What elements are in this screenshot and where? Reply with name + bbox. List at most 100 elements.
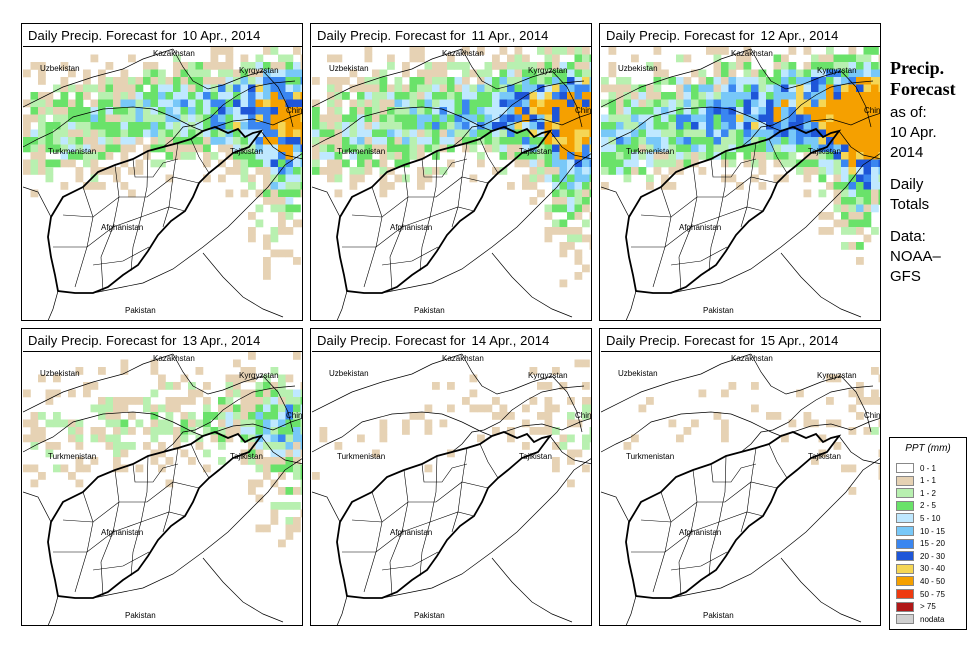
country-border [336, 595, 348, 625]
precip-map[interactable]: Kazakhstan Uzbekistan Kyrgyzstan China Turkm… [23, 351, 302, 625]
map-label-china: China [575, 411, 592, 420]
country-border [601, 411, 732, 453]
province-border [62, 176, 200, 218]
country-border [740, 385, 874, 453]
country-border [47, 290, 59, 320]
legend-swatch [896, 538, 914, 549]
legend-range-label: 40 - 50 [920, 576, 945, 586]
country-border [260, 435, 302, 465]
map-label-afghanistan: Afghanistan [390, 223, 432, 232]
country-border [670, 458, 880, 599]
precip-map[interactable]: Kazakhstan Uzbekistan Kyrgyzstan China Turkm… [312, 351, 592, 625]
province-border [162, 142, 179, 228]
country-border [23, 491, 52, 523]
province-border [640, 176, 778, 218]
country-border [214, 112, 302, 128]
panel-title: Daily Precip. Forecast for 10 Apr., 2014 [28, 28, 261, 43]
country-border [503, 112, 591, 128]
province-border [768, 138, 788, 174]
map-label-afghanistan: Afghanistan [390, 528, 432, 537]
province-border [652, 491, 672, 593]
country-border [549, 130, 591, 160]
province-border [768, 443, 788, 479]
country-border [23, 411, 154, 453]
country-border [838, 130, 880, 160]
country-border [23, 48, 174, 108]
map-label-uzbekistan: Uzbekistan [329, 64, 369, 73]
province-border [421, 158, 468, 178]
country-border [162, 385, 296, 453]
panel-title: Daily Precip. Forecast for 13 Apr., 2014 [28, 333, 261, 348]
province-border [351, 481, 489, 523]
country-border [451, 80, 585, 148]
country-border [601, 353, 752, 413]
legend-range-label: 50 - 75 [920, 589, 945, 599]
map-label-pakistan: Pakistan [125, 306, 156, 315]
province-border [53, 206, 186, 248]
map-label-china: China [864, 106, 881, 115]
province-border [652, 186, 672, 288]
map-label-pakistan: Pakistan [414, 306, 445, 315]
country-border [312, 106, 443, 148]
country-border [740, 80, 874, 148]
map-label-kazakhstan: Kazakhstan [731, 49, 773, 58]
precip-map[interactable]: Kazakhstan Uzbekistan Kyrgyzstan China Turkm… [601, 351, 881, 625]
province-border [451, 142, 468, 228]
panel-title: Daily Precip. Forecast for 15 Apr., 2014 [606, 333, 839, 348]
map-label-kyrgyzstan: Kyrgyzstan [528, 371, 568, 380]
legend-range-label: nodata [920, 614, 945, 624]
map-label-china: China [864, 411, 881, 420]
province-border [640, 481, 778, 523]
side-info: Precip. Forecast as of: 10 Apr. 2014 Dai… [890, 58, 975, 287]
map-label-afghanistan: Afghanistan [679, 528, 721, 537]
country-border [172, 353, 264, 395]
legend-item: 1 - 2 [896, 488, 936, 499]
precip-map[interactable]: Kazakhstan Uzbekistan Kyrgyzstan China Turkm… [601, 46, 881, 321]
country-border [23, 353, 174, 413]
side-date-line1: 10 Apr. [890, 124, 937, 141]
province-border [342, 511, 475, 553]
map-label-kazakhstan: Kazakhstan [442, 354, 484, 363]
province-border [162, 447, 179, 533]
legend-swatch [896, 551, 914, 562]
province-border [708, 150, 727, 272]
map-label-kyrgyzstan: Kyrgyzstan [528, 66, 568, 75]
province-border [92, 551, 150, 571]
forecast-panel-1: Daily Precip. Forecast for 10 Apr., 2014 … [21, 23, 303, 321]
country-border [750, 48, 842, 90]
map-label-iran: Iran [618, 319, 632, 321]
province-border [53, 511, 186, 553]
map-label-kazakhstan: Kazakhstan [153, 49, 195, 58]
side-data-source: NOAA– [890, 248, 941, 265]
legend-swatch [896, 563, 914, 574]
province-border [132, 463, 179, 483]
precip-map[interactable]: Kazakhstan Uzbekistan Kyrgyzstan China Turkm… [23, 46, 302, 320]
precip-map[interactable]: Kazakhstan Uzbekistan Kyrgyzstan China Turkm… [312, 46, 591, 320]
map-label-uzbekistan: Uzbekistan [40, 64, 80, 73]
map-label-tajikistan: Tajikistan [808, 452, 841, 461]
country-border [792, 112, 880, 128]
country-border [260, 130, 302, 160]
country-border [92, 153, 302, 294]
map-label-kyrgyzstan: Kyrgyzstan [239, 371, 279, 380]
afghanistan-border [336, 126, 553, 294]
legend-item: 5 - 10 [896, 513, 940, 524]
panel-title: Daily Precip. Forecast for 12 Apr., 2014 [606, 28, 839, 43]
legend-swatch [896, 500, 914, 511]
country-border [202, 252, 284, 318]
precip-cells [601, 47, 880, 265]
country-border [312, 353, 463, 413]
legend-range-label: 10 - 15 [920, 526, 945, 536]
side-totals: Totals [890, 196, 930, 213]
province-border [381, 551, 439, 571]
province-border [708, 455, 727, 577]
afghanistan-border [47, 126, 264, 294]
afghanistan-border [47, 431, 264, 599]
legend-item: 10 - 15 [896, 526, 945, 536]
province-border [74, 491, 94, 593]
country-border [312, 186, 341, 218]
map-label-uzbekistan: Uzbekistan [40, 369, 80, 378]
country-border [730, 413, 782, 437]
map-label-turkmenistan: Turkmenistan [337, 147, 385, 156]
precip-cells [312, 359, 591, 488]
